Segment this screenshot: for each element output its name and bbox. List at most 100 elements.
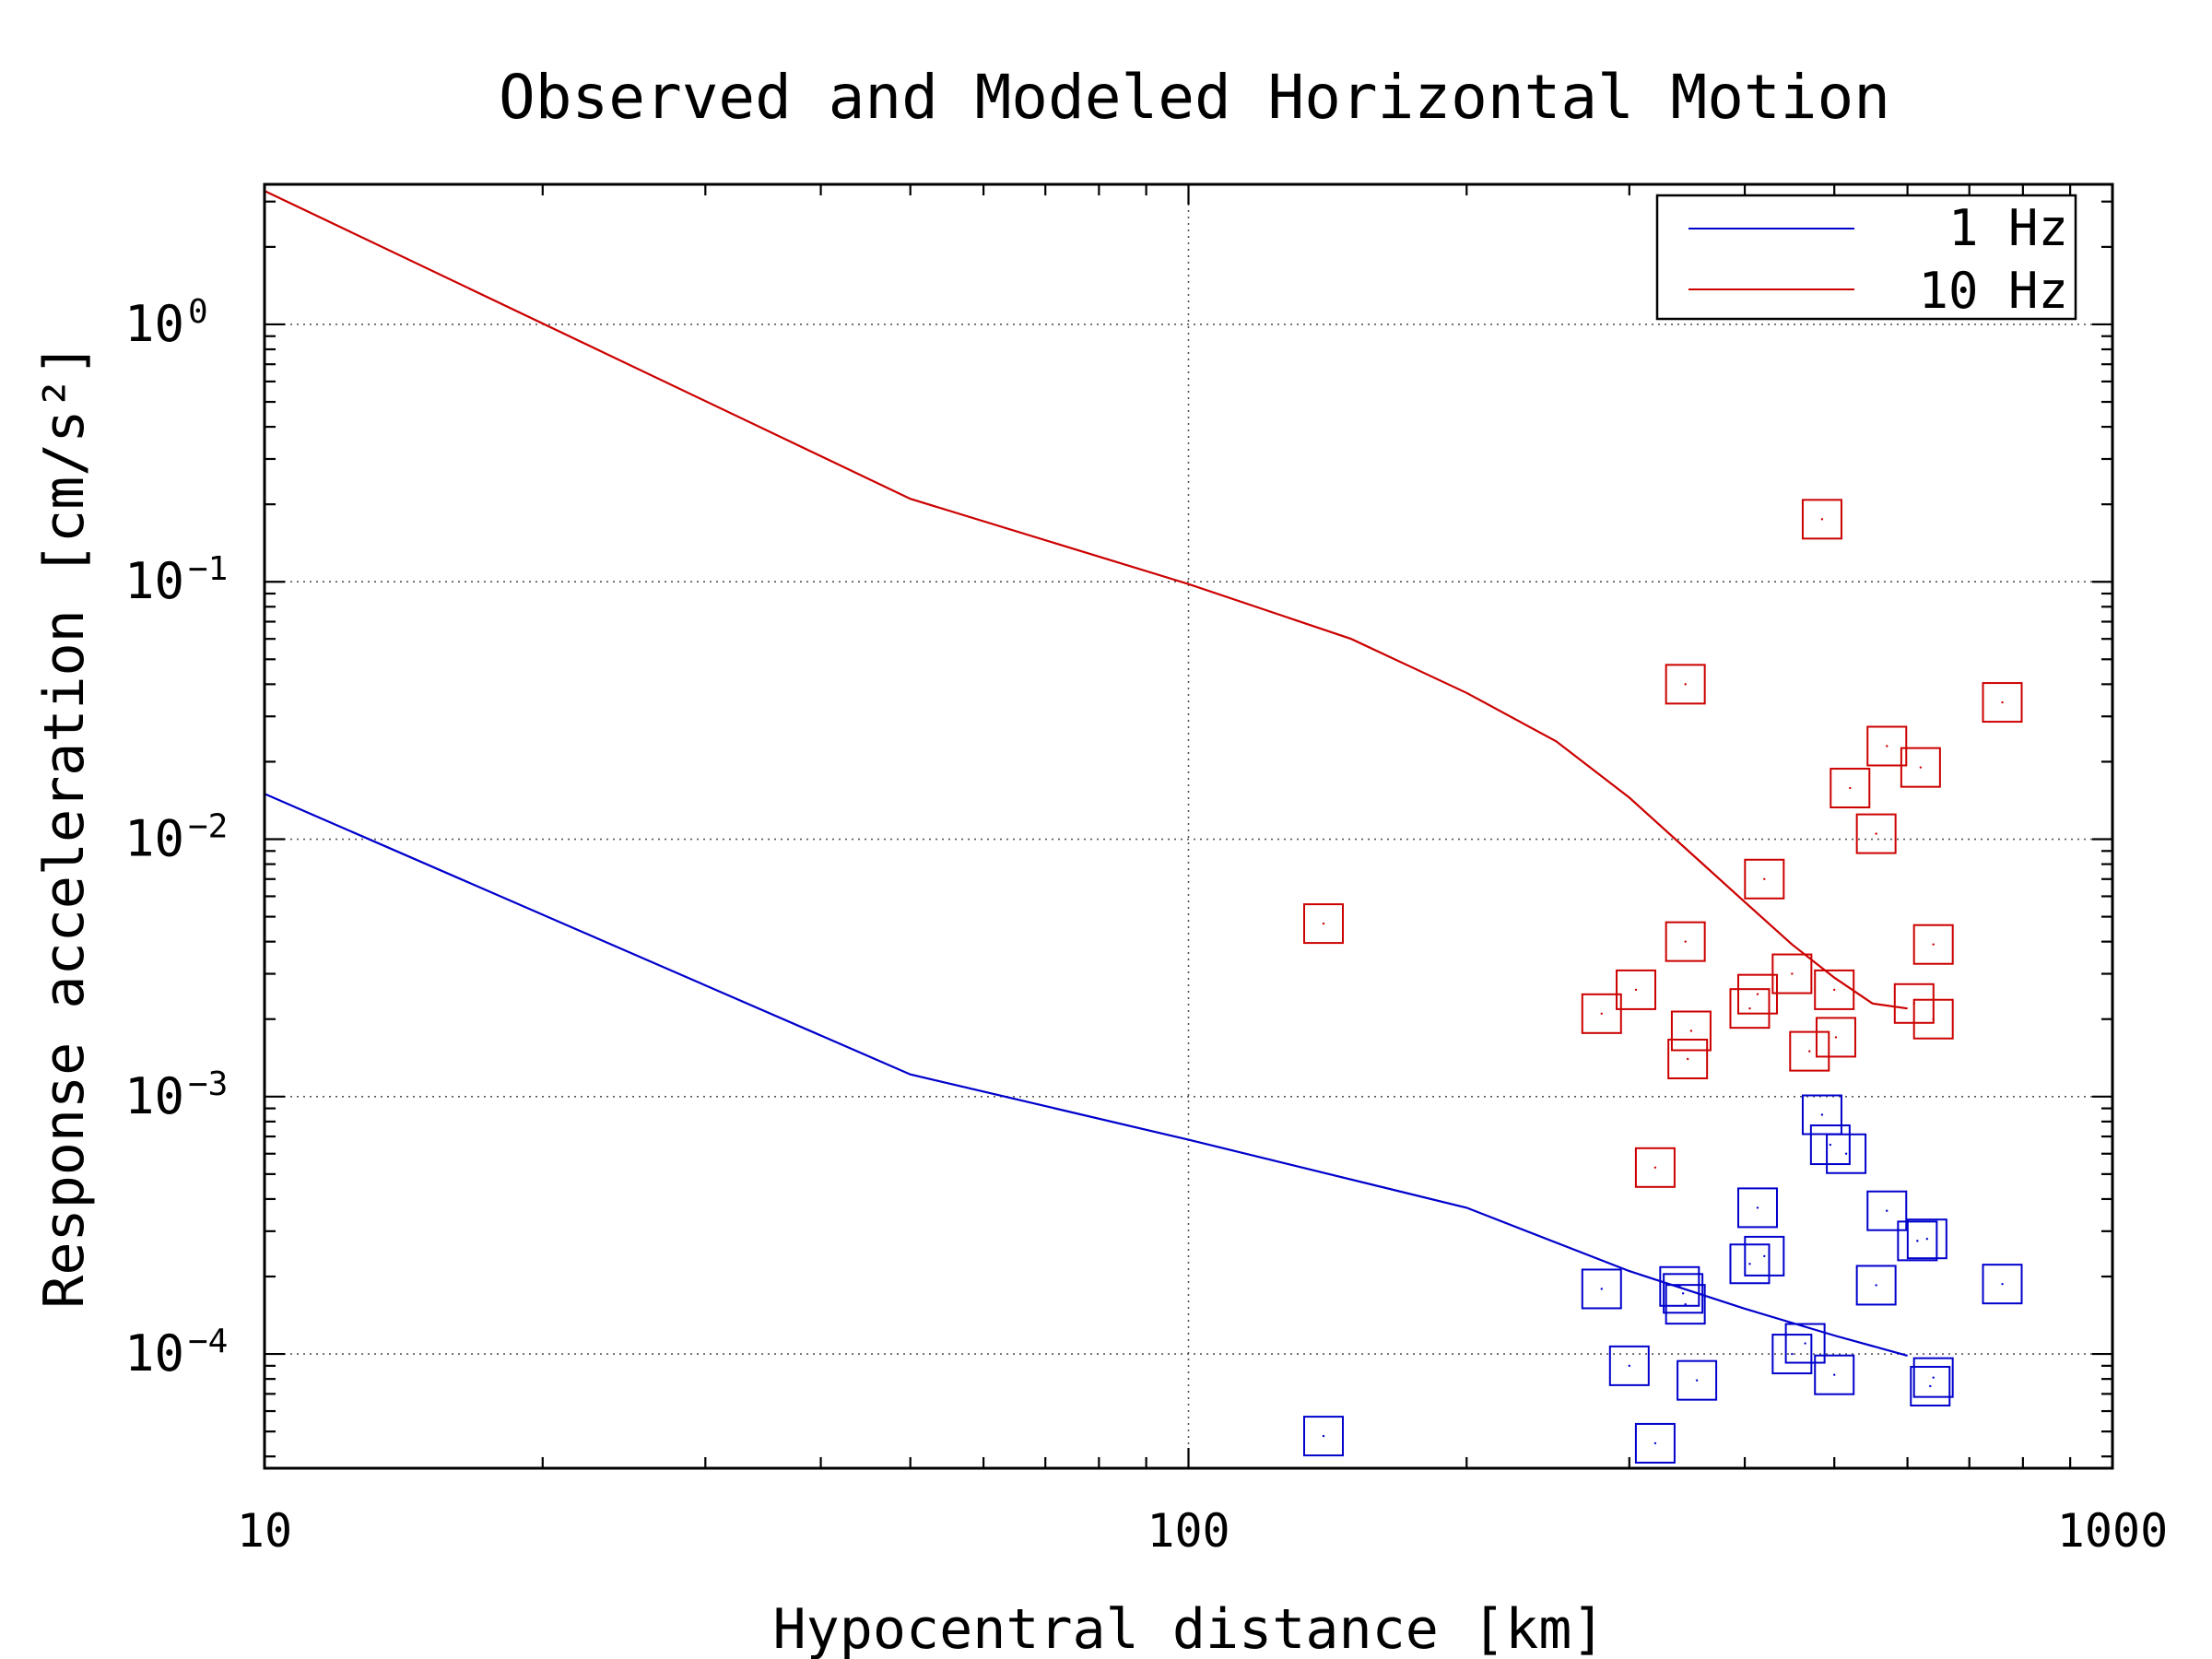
data-point-marker <box>1729 988 1771 1030</box>
data-point-dot <box>1875 1284 1877 1287</box>
y-tick-label: 10 <box>124 810 184 868</box>
data-point-dot <box>2001 700 2004 704</box>
data-point-dot <box>1748 1263 1751 1265</box>
data-point-dot <box>1653 1166 1657 1170</box>
series-line-10-hz <box>264 190 1908 1010</box>
data-point-dot <box>1925 1237 1929 1241</box>
y-tick-label: 10 <box>124 552 184 610</box>
data-point-marker <box>1665 921 1706 962</box>
data-point-marker <box>1581 993 1622 1034</box>
data-point-dot <box>1932 1018 1935 1020</box>
y-axis-label: Response acceleration [cm/s²] <box>32 343 97 1309</box>
data-point-marker <box>1302 903 1344 945</box>
data-point-marker <box>1771 1334 1813 1375</box>
data-point-marker <box>1634 1422 1676 1464</box>
data-point-marker <box>1634 1147 1676 1188</box>
data-point-dot <box>1628 1364 1631 1368</box>
data-point-dot <box>1600 1012 1603 1016</box>
data-point-dot <box>1919 766 1923 769</box>
data-point-marker <box>1906 1218 1947 1260</box>
data-point-marker <box>1815 1017 1856 1058</box>
data-point-marker <box>1801 499 1842 540</box>
data-point-dot <box>1929 1384 1932 1388</box>
data-point-marker <box>1677 1359 1718 1401</box>
grid-layer <box>265 184 2112 1468</box>
data-point-dot <box>1791 1352 1794 1356</box>
data-point-marker <box>1855 1265 1897 1306</box>
y-tick-exponent: −3 <box>188 1065 228 1103</box>
y-tick-label: 10 <box>124 1324 184 1382</box>
data-point-dot <box>1804 1342 1806 1345</box>
data-point-dot <box>1684 683 1687 686</box>
data-point-dot <box>1875 832 1877 835</box>
data-point-marker <box>1912 924 1954 965</box>
data-point-marker <box>1982 1264 2023 1305</box>
data-point-marker <box>1912 998 1954 1040</box>
chart-title: Observed and Modeled Horizontal Motion <box>499 62 1890 133</box>
data-point-marker <box>1866 1190 1908 1231</box>
data-point-marker <box>1912 1357 1954 1398</box>
data-point-dot <box>1653 1441 1657 1445</box>
data-point-marker <box>1801 1094 1842 1135</box>
data-point-dot <box>1886 745 1888 747</box>
data-point-dot <box>1681 1292 1685 1295</box>
data-point-marker <box>1663 1273 1704 1314</box>
data-point-dot <box>1763 877 1766 880</box>
data-point-dot <box>1684 1302 1687 1306</box>
y-tick-exponent: −4 <box>188 1323 228 1360</box>
data-point-marker <box>1814 969 1855 1010</box>
y-tick-exponent: −1 <box>188 550 228 588</box>
data-point-dot <box>1322 922 1325 925</box>
data-point-marker <box>1616 969 1657 1010</box>
data-point-marker <box>1736 973 1778 1015</box>
data-point-marker <box>1670 1010 1712 1052</box>
x-tick-label: 1000 <box>2057 1504 2168 1558</box>
series-layer <box>264 190 1908 1357</box>
data-point-dot <box>1844 1152 1848 1155</box>
y-tick-label: 10 <box>124 295 184 353</box>
data-point-marker <box>1814 1354 1855 1395</box>
data-point-dot <box>1748 1006 1751 1010</box>
plot-frame <box>263 182 2114 1470</box>
data-point-dot <box>1886 1209 1888 1212</box>
x-tick-label: 100 <box>1147 1504 1230 1558</box>
data-point-dot <box>1829 1143 1832 1147</box>
data-point-marker <box>1910 1365 1951 1406</box>
legend-label-10hz: 10 Hz <box>1918 262 2068 320</box>
data-point-marker <box>1784 1323 1826 1364</box>
data-point-marker <box>1897 1220 1938 1262</box>
x-tick-label: 10 <box>237 1504 292 1558</box>
data-point-dot <box>2001 1282 2004 1286</box>
legend: 1 Hz 10 Hz <box>1655 194 2077 321</box>
data-point-dot <box>1916 1240 1919 1242</box>
x-axis-label: Hypocentral distance [km] <box>772 1597 1605 1659</box>
data-point-marker <box>1736 1187 1778 1229</box>
data-point-marker <box>1900 747 1941 788</box>
x-tick-labels: 10 100 1000 <box>237 1504 2168 1558</box>
data-point-marker <box>1982 682 2023 724</box>
data-point-dot <box>1634 988 1638 992</box>
data-point-marker <box>1665 1284 1706 1325</box>
data-point-dot <box>1808 1050 1811 1053</box>
data-point-marker <box>1826 1133 1867 1174</box>
data-point-marker <box>1608 1345 1650 1386</box>
series-line-1-hz <box>264 793 1908 1357</box>
legend-label-1hz: 1 Hz <box>1948 199 2068 257</box>
data-point-dot <box>1695 1379 1699 1382</box>
data-point-marker <box>1665 664 1706 705</box>
data-point-marker <box>1771 953 1813 994</box>
data-point-marker <box>1667 1038 1709 1079</box>
data-point-marker <box>1855 813 1897 854</box>
data-point-dot <box>1820 518 1824 521</box>
data-point-dot <box>1678 1285 1681 1288</box>
data-point-dot <box>1932 943 1935 946</box>
data-point-marker <box>1302 1416 1344 1457</box>
data-point-marker <box>1744 1235 1785 1277</box>
data-point-marker <box>1830 768 1871 809</box>
data-point-marker <box>1866 725 1908 767</box>
data-point-marker <box>1744 858 1785 900</box>
data-point-dot <box>1833 1373 1836 1376</box>
tick-layer <box>263 184 2112 1468</box>
data-point-dot <box>1686 1057 1689 1061</box>
